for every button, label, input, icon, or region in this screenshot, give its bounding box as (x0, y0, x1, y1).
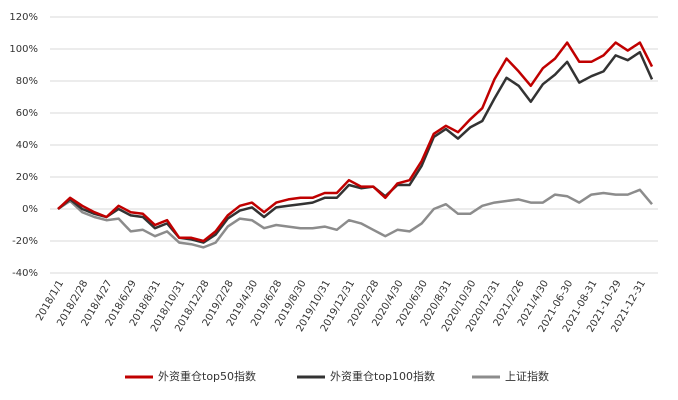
y-tick-label: 80% (16, 76, 38, 87)
legend-label: 外资重仓top50指数 (158, 369, 256, 383)
series-line (57, 41, 654, 243)
y-tick-label: 0% (22, 204, 38, 215)
y-tick-label: -20% (12, 236, 38, 247)
series-line (57, 188, 653, 249)
y-tick-label: 20% (16, 172, 38, 183)
y-tick-label: 120% (9, 12, 38, 23)
y-tick-label: 100% (9, 44, 38, 55)
y-tick-label: -40% (12, 268, 38, 279)
y-tick-label: 60% (16, 108, 38, 119)
series-line (57, 50, 654, 244)
legend-label: 上证指数 (505, 369, 549, 383)
legend-label: 外资重仓top100指数 (330, 369, 435, 383)
y-tick-label: 40% (16, 140, 38, 151)
